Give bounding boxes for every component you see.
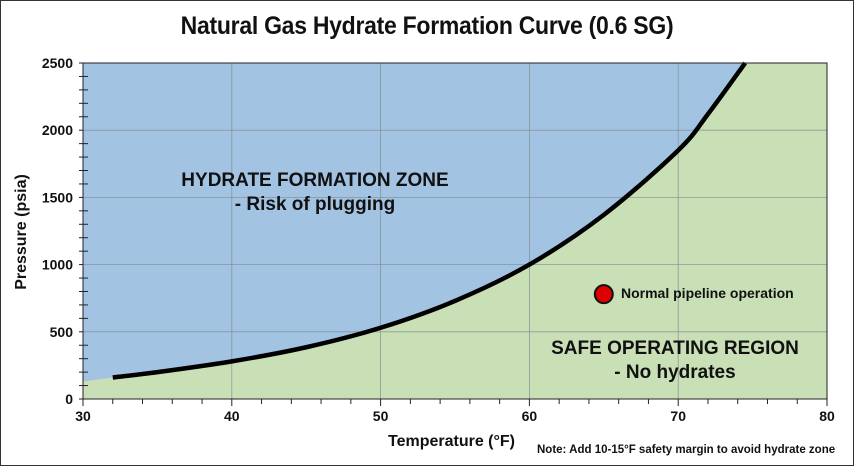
x-tick-label: 70 [670, 408, 686, 424]
operating-point-marker [593, 284, 614, 305]
y-tick-label: 1500 [42, 189, 73, 205]
hydrate-region [83, 63, 746, 382]
y-tick-label: 2000 [42, 122, 73, 138]
safety-note: Note: Add 10-15°F safety margin to avoid… [537, 444, 836, 456]
hydrate-zone-subtitle: - Risk of plugging [234, 194, 396, 215]
y-axis-title: Pressure (psia) [13, 174, 30, 290]
safe-zone-label: SAFE OPERATING REGION - No hydrates [540, 337, 810, 385]
x-tick-label: 40 [224, 408, 240, 424]
chart-title: Natural Gas Hydrate Formation Curve (0.6… [180, 12, 674, 40]
y-tick-label: 500 [50, 324, 74, 340]
safe-zone-title: SAFE OPERATING REGION [551, 338, 799, 359]
operating-point-label: Normal pipeline operation [621, 285, 794, 301]
x-axis-title: Temperature (°F) [388, 433, 516, 450]
y-tick-label: 0 [65, 391, 73, 407]
hydrate-curve [112, 61, 747, 380]
x-tick-label: 60 [522, 408, 538, 424]
x-tick-label: 50 [373, 408, 389, 424]
hydrate-zone-title: HYDRATE FORMATION ZONE [181, 170, 449, 191]
hydrate-zone-label: HYDRATE FORMATION ZONE - Risk of pluggin… [172, 169, 458, 217]
safe-zone-subtitle: - No hydrates [614, 362, 736, 383]
x-tick-label: 30 [75, 408, 91, 424]
x-tick-label: 80 [819, 408, 835, 424]
y-tick-label: 2500 [42, 55, 73, 71]
y-tick-label: 1000 [42, 257, 73, 273]
plot-border [82, 62, 828, 400]
